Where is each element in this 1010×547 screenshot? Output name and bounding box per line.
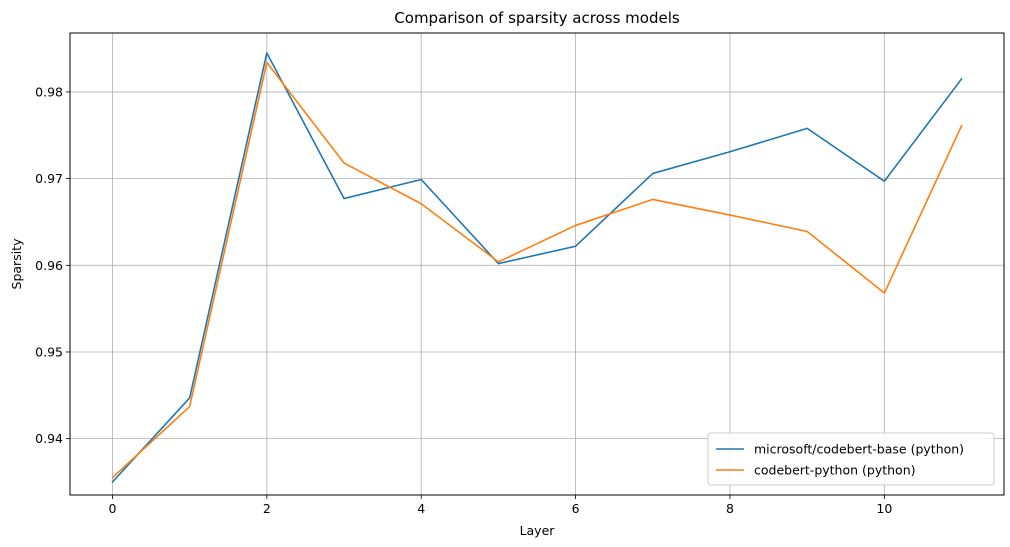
legend-label-0: microsoft/codebert-base (python) (754, 442, 964, 457)
x-tick-label: 8 (726, 501, 734, 516)
x-tick-label: 2 (263, 501, 271, 516)
y-tick-label: 0.98 (35, 84, 63, 99)
series-line-1 (111, 61, 963, 479)
x-tick-label: 0 (108, 501, 116, 516)
legend: microsoft/codebert-base (python) codebert… (707, 432, 995, 486)
series-line-0 (111, 52, 963, 484)
plot-area-frame (69, 32, 1005, 496)
y-axis-label: Sparsity (9, 238, 24, 290)
legend-label-1: codebert-python (python) (754, 463, 916, 478)
y-tick-label: 0.96 (35, 258, 63, 273)
x-tick-label: 4 (417, 501, 425, 516)
chart-title: Comparison of sparsity across models (394, 9, 680, 27)
series-lines (111, 52, 963, 484)
y-tick-label: 0.97 (35, 171, 63, 186)
x-tick-label: 6 (572, 501, 580, 516)
legend-box (707, 432, 995, 486)
x-axis-label: Layer (520, 523, 556, 538)
y-tick-label: 0.95 (35, 344, 63, 359)
x-tick-label: 10 (876, 501, 892, 516)
axis-ticks: 0 2 4 6 8 10 0.94 0.95 0.96 0.97 0.98 (35, 84, 892, 516)
y-tick-label: 0.94 (35, 431, 63, 446)
